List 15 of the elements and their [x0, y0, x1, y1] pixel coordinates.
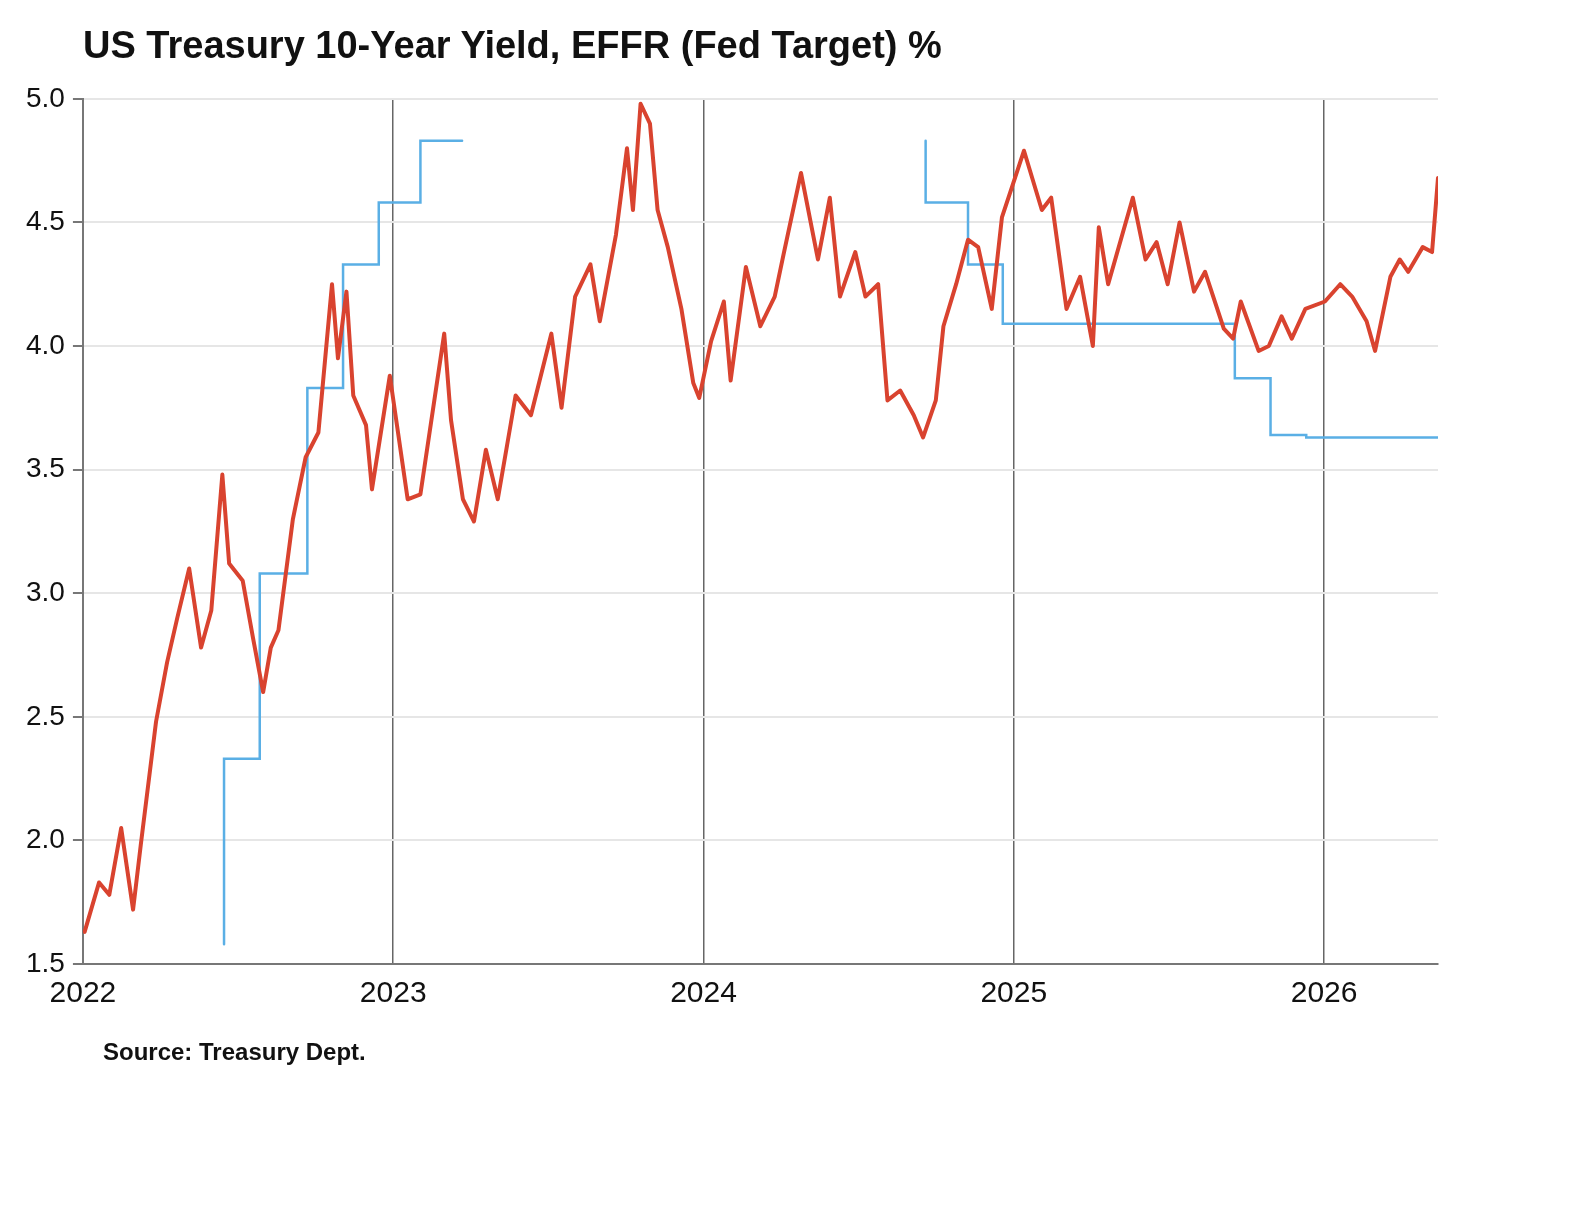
- y-tick-label: 2.5: [25, 699, 65, 731]
- source-note: Source: Treasury Dept.: [103, 1038, 367, 1066]
- chart-title: US Treasury 10-Year Yield, EFFR (Fed Target) %: [83, 24, 942, 68]
- y-tick-label: 4.0: [25, 328, 65, 360]
- y-tick-label: 5.0: [25, 81, 65, 113]
- x-tick-label: 2023: [359, 975, 427, 1009]
- y-tick-label: 4.5: [25, 205, 65, 237]
- y-tick-label: 2.0: [25, 823, 65, 855]
- y-tick-label: 3.0: [25, 575, 65, 607]
- x-tick-label: 2024: [670, 975, 737, 1009]
- x-tick-label: 2022: [49, 975, 117, 1009]
- x-tick-label: 2025: [980, 975, 1048, 1009]
- x-tick-label: 2026: [1290, 975, 1358, 1009]
- y-tick-label: 3.5: [25, 452, 65, 484]
- y-tick-label: 1.5: [25, 946, 65, 978]
